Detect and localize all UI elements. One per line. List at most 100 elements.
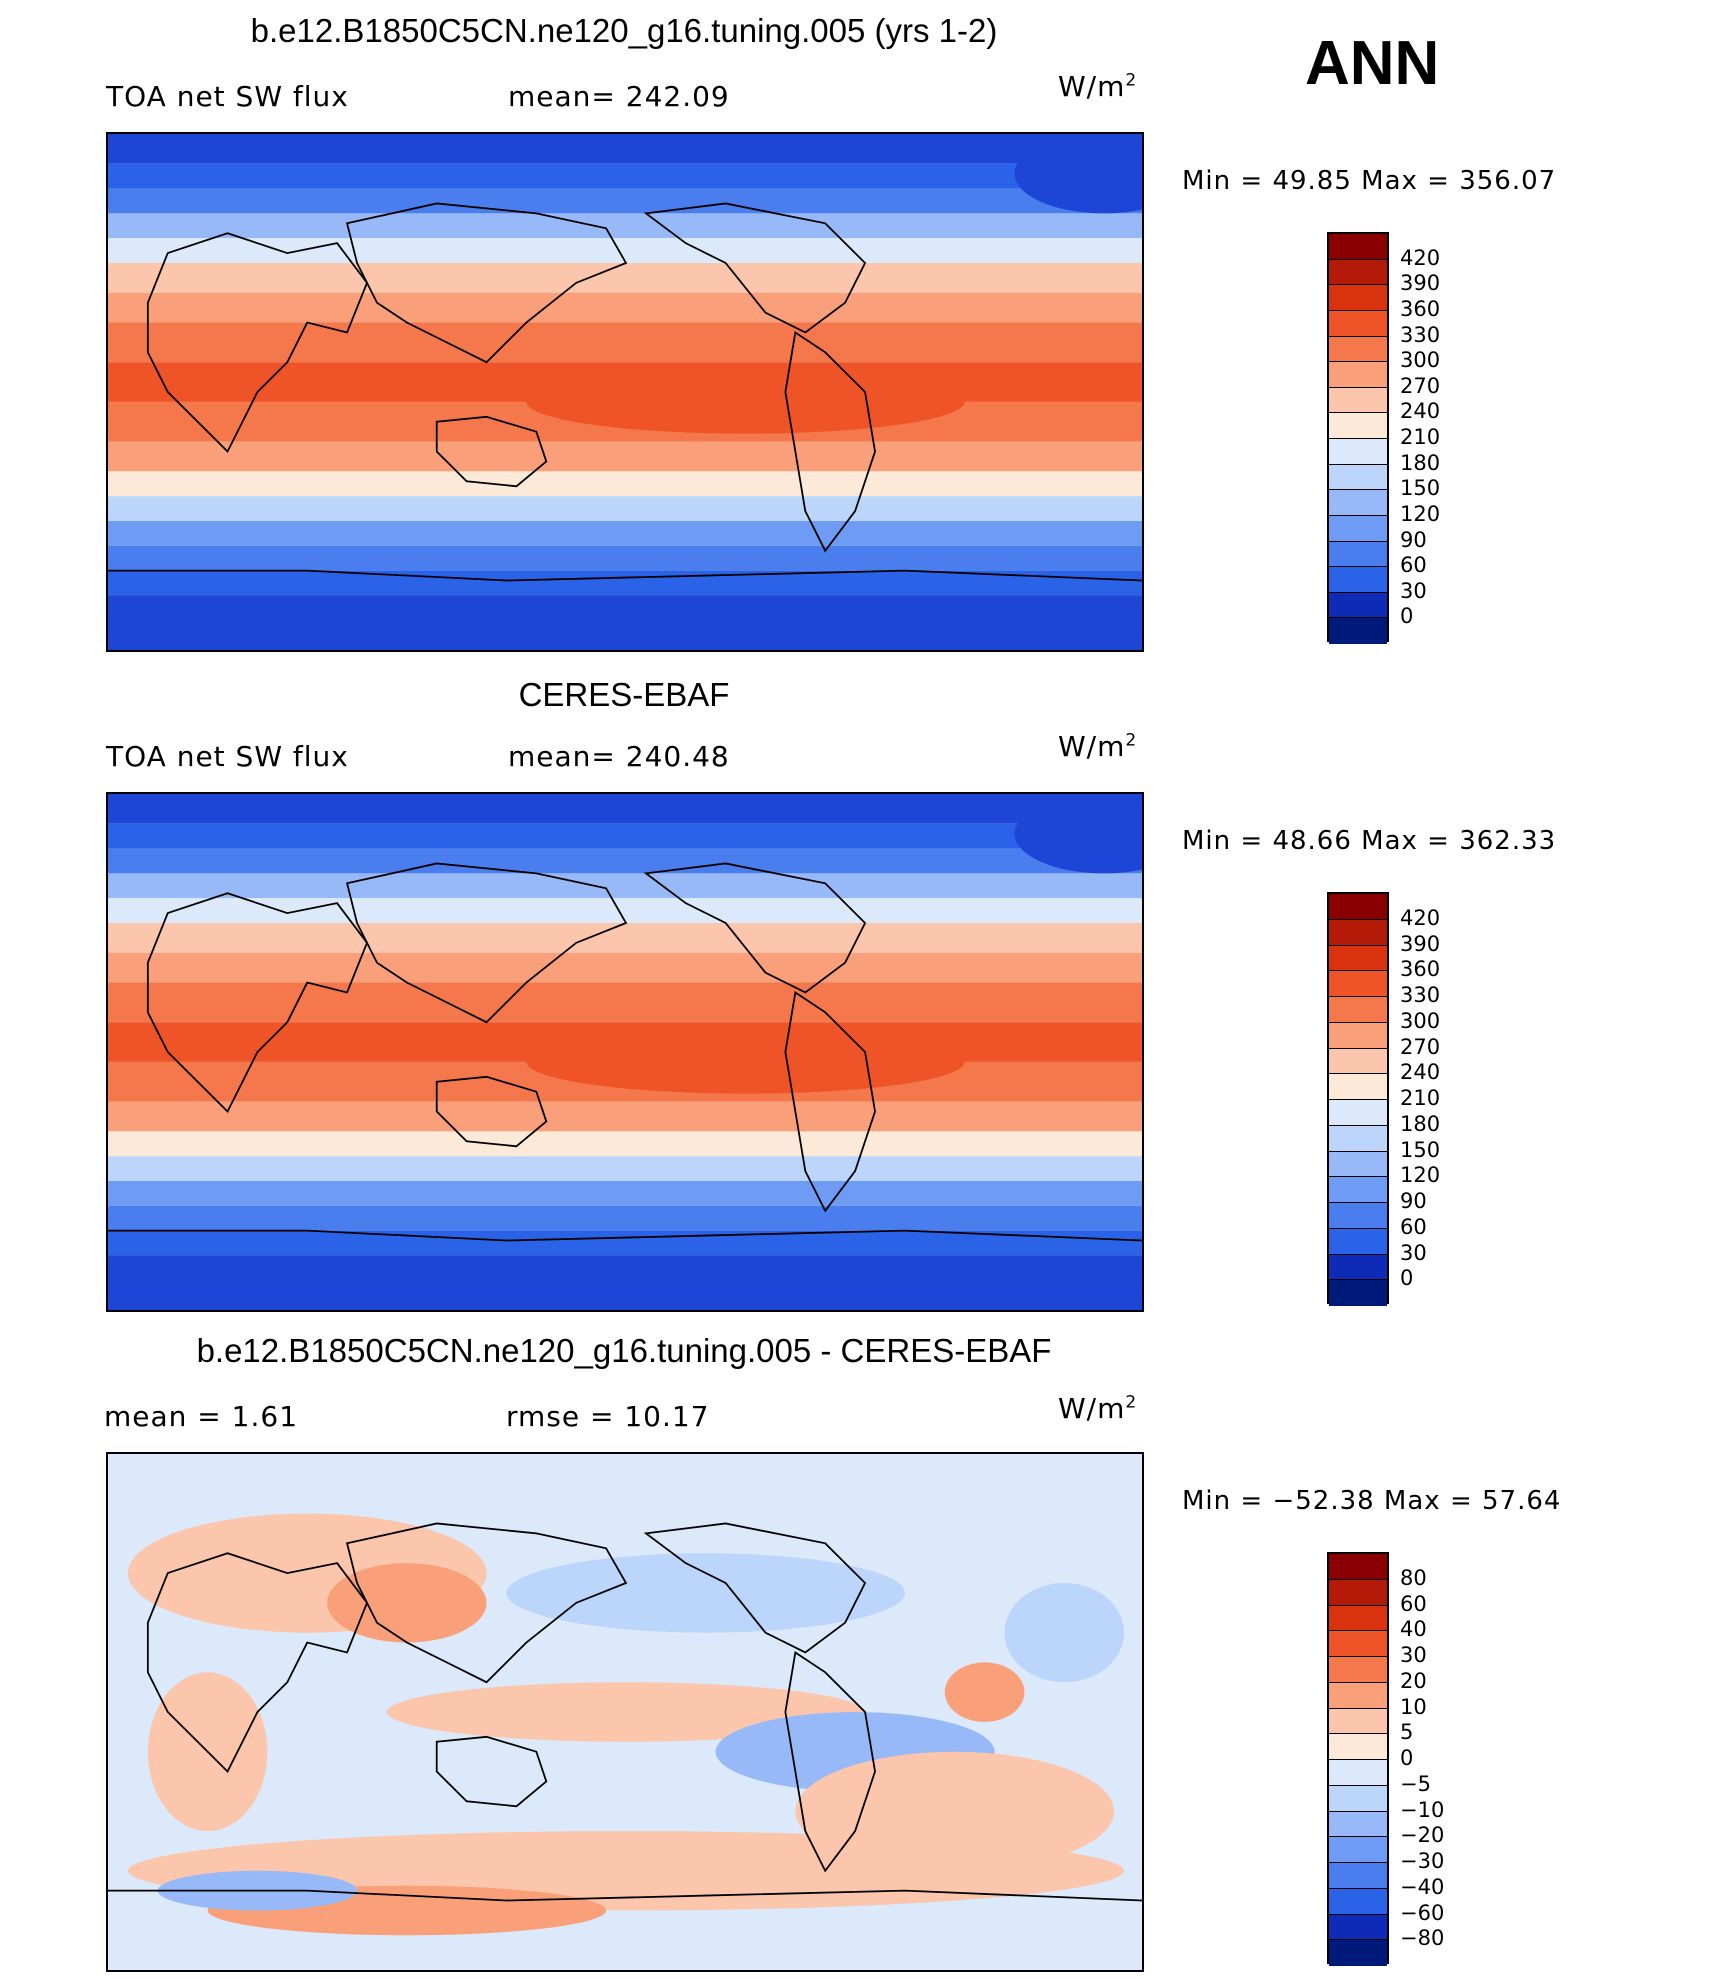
colorbar-bin — [1329, 1228, 1387, 1255]
colorbar-tick-label: 150 — [1400, 1137, 1441, 1162]
map-band — [108, 1205, 1142, 1231]
map-band — [108, 545, 1142, 571]
panel-1-map-field — [108, 134, 1142, 650]
colorbar-tick-label: 5 — [1400, 1720, 1414, 1745]
coastline — [643, 1522, 867, 1654]
colorbar-tick-label: −10 — [1400, 1797, 1445, 1822]
map-band — [108, 848, 1142, 874]
map-band — [108, 923, 1142, 953]
colorbar-bin — [1329, 464, 1387, 491]
colorbar-tick-label: 40 — [1400, 1617, 1427, 1642]
colorbar-bin — [1329, 1605, 1387, 1632]
map-blob — [506, 1553, 905, 1633]
panel-1-units: W/m2 — [1058, 70, 1138, 103]
colorbar-bin — [1329, 618, 1387, 644]
panel-3-colorbar — [1327, 1552, 1389, 1966]
colorbar-bin — [1329, 259, 1387, 286]
colorbar-tick-label: 60 — [1400, 553, 1427, 578]
colorbar-bin — [1329, 1022, 1387, 1049]
colorbar-bin — [1329, 310, 1387, 337]
map-blob — [526, 1030, 965, 1094]
colorbar-bin — [1329, 490, 1387, 516]
colorbar-bin — [1329, 1631, 1387, 1657]
colorbar-tick-label: 90 — [1400, 1189, 1427, 1213]
coastline — [146, 1552, 369, 1774]
colorbar-tick-label: 0 — [1400, 1266, 1414, 1291]
colorbar-tick-label: 210 — [1400, 425, 1441, 449]
panel-1-minmax: Min = 49.85 Max = 356.07 — [1182, 166, 1557, 196]
colorbar-bin — [1329, 439, 1387, 465]
map-band — [108, 471, 1142, 497]
colorbar-bin — [1329, 1682, 1387, 1709]
map-band — [108, 873, 1142, 899]
panel-3-center-label: rmse = 10.17 — [506, 1400, 710, 1433]
map-band — [108, 188, 1142, 214]
colorbar-tick-label: 30 — [1400, 578, 1427, 603]
colorbar-bin — [1329, 1863, 1387, 1889]
coastline — [345, 1522, 628, 1684]
map-band — [108, 322, 1142, 363]
coastline — [784, 1650, 876, 1873]
colorbar-tick-label: 390 — [1400, 271, 1441, 296]
coastline — [108, 1229, 1142, 1242]
colorbar-tick-label: 120 — [1400, 1163, 1441, 1188]
colorbar-bin — [1329, 1074, 1387, 1100]
colorbar-bin — [1329, 945, 1387, 972]
coastline — [345, 862, 628, 1024]
colorbar-bin — [1329, 567, 1387, 593]
colorbar-tick-label: −30 — [1400, 1849, 1445, 1873]
colorbar-bin — [1329, 413, 1387, 439]
coastline — [108, 569, 1142, 582]
colorbar-tick-label: 420 — [1400, 905, 1441, 930]
colorbar-bin — [1329, 592, 1387, 619]
map-band — [108, 292, 1142, 323]
colorbar-bin — [1329, 1125, 1387, 1152]
colorbar-bin — [1329, 1734, 1387, 1760]
panel-3-minmax: Min = −52.38 Max = 57.64 — [1182, 1486, 1562, 1516]
colorbar-tick-label: 60 — [1400, 1591, 1427, 1616]
map-band — [108, 1181, 1142, 1206]
colorbar-bin — [1329, 1708, 1387, 1735]
colorbar-tick-label: 90 — [1400, 527, 1427, 552]
map-band — [108, 238, 1142, 263]
colorbar-bin — [1329, 894, 1387, 920]
map-band — [108, 952, 1142, 983]
panel-3-left-label: mean = 1.61 — [104, 1400, 299, 1433]
coastline — [108, 1889, 1142, 1902]
coastline — [146, 892, 369, 1114]
colorbar-tick-label: 30 — [1400, 1240, 1427, 1265]
panel-2-center-label: mean= 240.48 — [508, 740, 730, 773]
map-band — [108, 441, 1142, 472]
colorbar-bin — [1329, 1837, 1387, 1863]
colorbar-tick-label: −40 — [1400, 1874, 1445, 1899]
map-band — [108, 1131, 1142, 1157]
map-band — [108, 794, 1142, 824]
colorbar-bin — [1329, 1151, 1387, 1178]
map-band — [108, 163, 1142, 189]
colorbar-tick-label: 80 — [1400, 1565, 1427, 1590]
colorbar-bin — [1329, 234, 1387, 260]
coastline — [643, 202, 867, 334]
panel-3-map-field — [108, 1454, 1142, 1970]
season-label: ANN — [1305, 29, 1440, 98]
map-band — [108, 898, 1142, 923]
colorbar-bin — [1329, 1657, 1387, 1683]
map-band — [108, 521, 1142, 546]
colorbar-tick-label: 330 — [1400, 322, 1441, 347]
colorbar-tick-label: 300 — [1400, 348, 1441, 373]
colorbar-tick-label: 0 — [1400, 604, 1414, 629]
colorbar-bin — [1329, 1914, 1387, 1941]
colorbar-tick-label: 300 — [1400, 1008, 1441, 1033]
panel-2-map — [106, 792, 1144, 1312]
colorbar-tick-label: −20 — [1400, 1823, 1445, 1848]
colorbar-bin — [1329, 1940, 1387, 1966]
panel-3-title: b.e12.B1850C5CN.ne120_g16.tuning.005 - C… — [196, 1332, 1052, 1369]
panel-1-map — [106, 132, 1144, 652]
colorbar-bin — [1329, 1280, 1387, 1306]
colorbar-bin — [1329, 1579, 1387, 1606]
colorbar-tick-label: 30 — [1400, 1643, 1427, 1667]
colorbar-tick-label: −5 — [1400, 1771, 1431, 1796]
colorbar-bin — [1329, 1888, 1387, 1915]
coastline — [784, 990, 876, 1213]
map-blob — [327, 1563, 487, 1643]
